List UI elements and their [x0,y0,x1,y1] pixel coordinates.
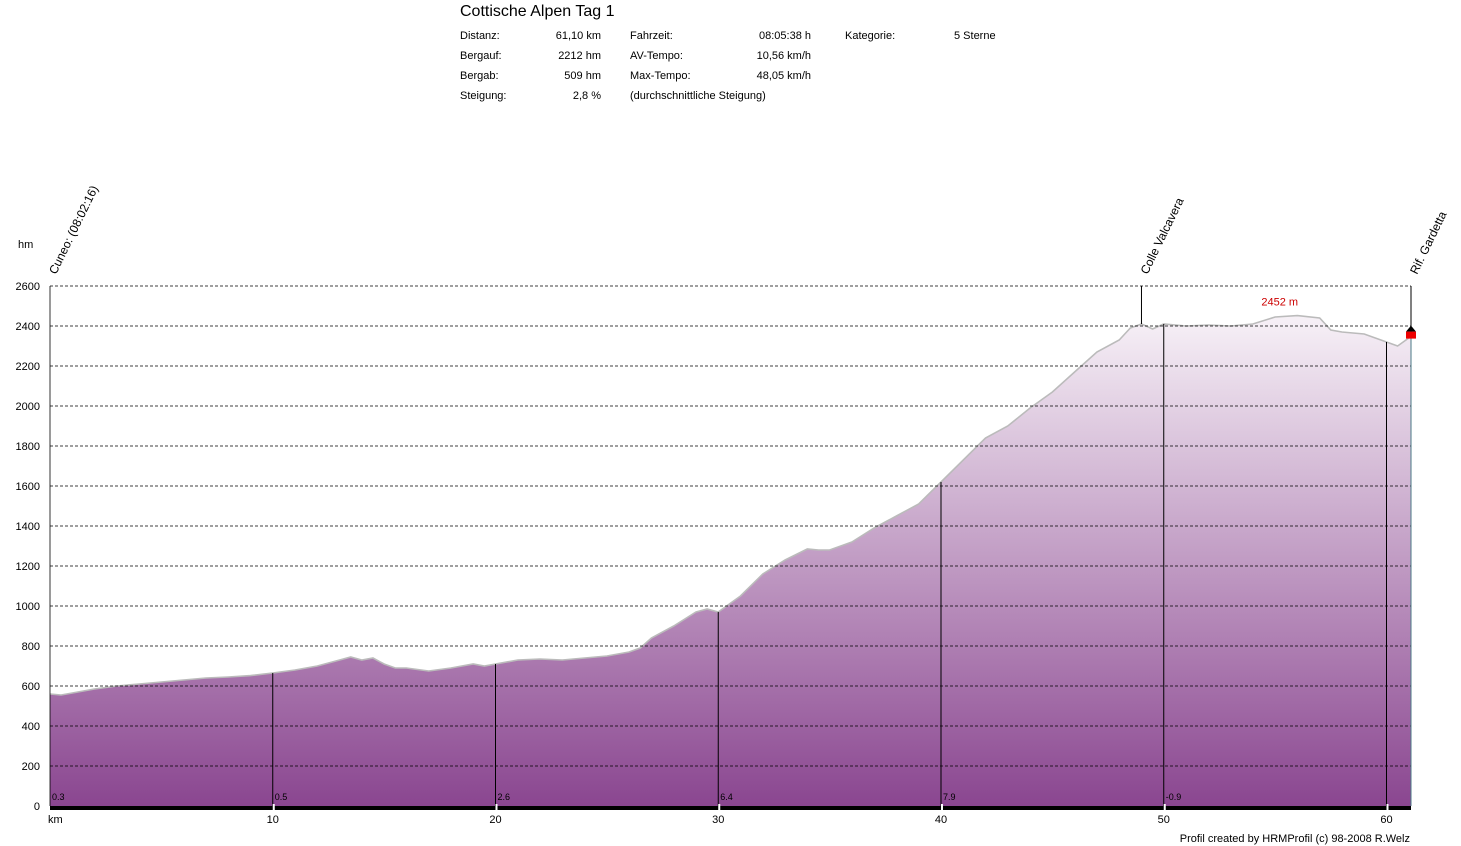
x-axis-bar [50,806,1411,810]
max-altitude-label: 2452 m [1261,297,1298,309]
y-tick-label: 2600 [16,281,40,293]
elevation-area [50,315,1411,806]
stat-label-bergauf: Bergauf: [460,50,502,62]
x-tick-label: 60 [1380,814,1392,826]
x-tick-label: 50 [1158,814,1170,826]
y-tick-label: 2200 [16,361,40,373]
y-tick-label: 2000 [16,401,40,413]
y-tick-label: 1600 [16,481,40,493]
segment-grade-label: 0.5 [275,792,288,802]
stat-label-max-tempo: Max-Tempo: [630,70,691,82]
waypoint-label: Colle Valcavera [1138,195,1187,276]
segment-grade-label: 2.6 [497,792,510,802]
stat-label-bergab: Bergab: [460,70,499,82]
credit-text: Profil created by HRMProfil (c) 98-2008 … [1179,833,1410,845]
x-tick-gap [495,804,498,811]
x-tick-label: 40 [935,814,947,826]
x-tick-label: 20 [489,814,501,826]
segment-grade-label: 6.4 [720,792,733,802]
y-tick-label: 1800 [16,441,40,453]
x-tick-label: 30 [712,814,724,826]
segment-grade-label: -0.9 [1166,792,1182,802]
page-title: Cottische Alpen Tag 1 [460,3,615,20]
x-tick-gap [1163,804,1166,811]
y-tick-label: 2400 [16,321,40,333]
x-tick-gap [940,804,943,811]
stat-value-distanz: 61,10 km [555,30,601,42]
stat-label-av-tempo: AV-Tempo: [630,50,683,62]
y-tick-label: 1400 [16,521,40,533]
stat-label-fahrzeit: Fahrzeit: [630,30,673,42]
finish-arrow-icon [1406,325,1416,332]
stat-value-kategorie: 5 Sterne [954,30,996,42]
stat-value-fahrzeit: 08:05:38 h [759,30,811,42]
x-tick-label: 10 [267,814,279,826]
finish-flag-icon [1406,331,1416,339]
x-tick-gap [1386,804,1389,811]
y-tick-label: 800 [22,641,40,653]
y-tick-label: 0 [34,801,40,813]
y-tick-label: 1200 [16,561,40,573]
segment-grade-label: 7.9 [943,792,956,802]
stat-label-kategorie: Kategorie: [845,30,896,42]
y-tick-label: 400 [22,721,40,733]
segment-grade-label: 0.3 [52,792,65,802]
stat-value-av-tempo: 10,56 km/h [756,50,811,62]
y-tick-label: 600 [22,681,40,693]
waypoint-label: Cuneo: (08:02:16) [46,183,101,276]
y-axis-label: hm [18,239,33,251]
y-tick-label: 1000 [16,601,40,613]
stat-label-distanz: Distanz: [460,30,500,42]
y-tick-label: 200 [22,761,40,773]
stat-value-max-tempo: 48,05 km/h [756,70,811,82]
x-tick-gap [272,804,275,811]
x-axis-label: km [48,814,63,826]
x-tick-gap [718,804,721,811]
stat-note-steigung: (durchschnittliche Steigung) [630,90,766,102]
stat-value-bergauf: 2212 hm [558,50,601,62]
stat-value-steigung: 2,8 % [572,90,601,102]
waypoint-label: Rif. Gardetta [1407,209,1450,277]
stat-label-steigung: Steigung: [460,90,507,102]
stat-value-bergab: 509 hm [564,70,601,82]
